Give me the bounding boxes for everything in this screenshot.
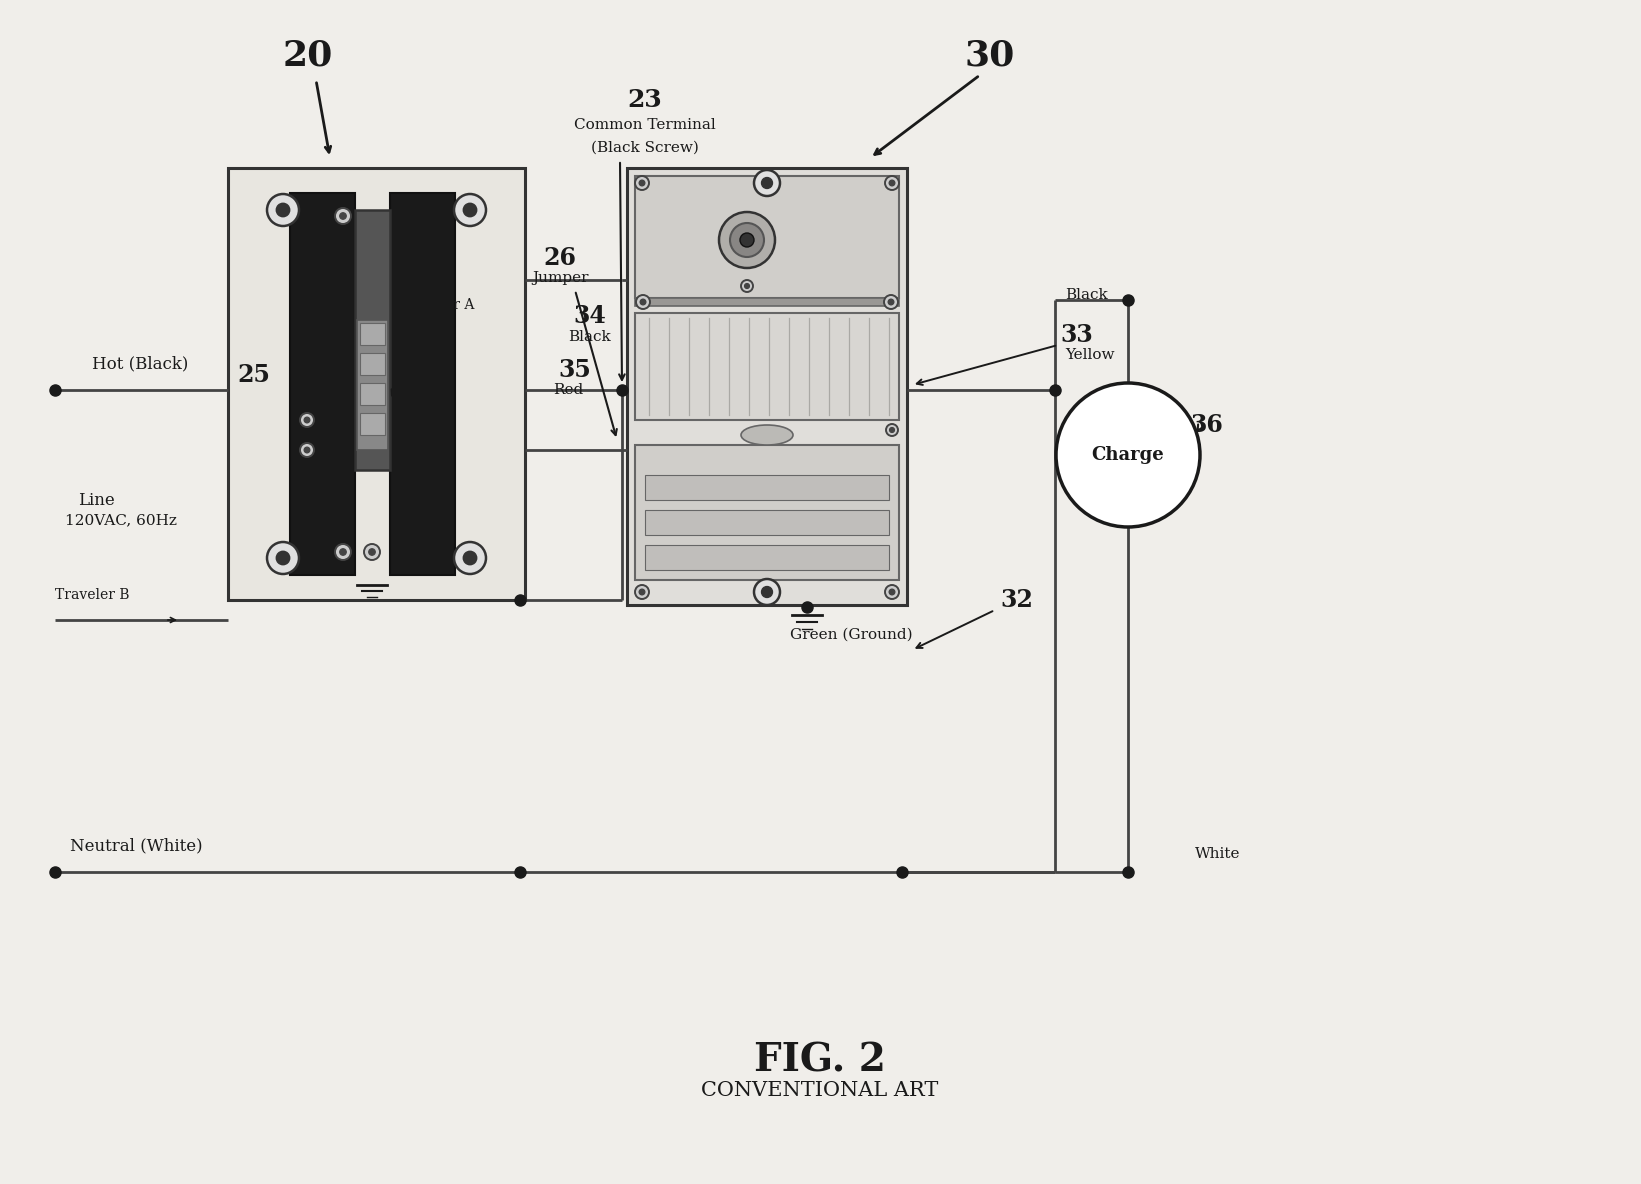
Text: Traveler B: Traveler B xyxy=(56,588,130,601)
Text: Line: Line xyxy=(79,491,115,508)
Circle shape xyxy=(335,543,351,560)
Bar xyxy=(635,445,899,580)
Bar xyxy=(358,320,387,450)
Text: 24: 24 xyxy=(400,311,432,333)
Text: 36: 36 xyxy=(1190,413,1223,437)
Circle shape xyxy=(742,279,753,292)
Bar xyxy=(627,168,907,605)
Circle shape xyxy=(884,295,898,309)
Text: Jumper: Jumper xyxy=(532,271,587,285)
Text: Neutral (White): Neutral (White) xyxy=(71,837,202,854)
Circle shape xyxy=(300,443,313,457)
Circle shape xyxy=(884,176,899,189)
Circle shape xyxy=(640,590,645,594)
Circle shape xyxy=(276,204,290,217)
Bar xyxy=(359,323,386,345)
Circle shape xyxy=(364,543,381,560)
Text: Red: Red xyxy=(553,382,583,397)
Bar xyxy=(354,210,391,470)
Circle shape xyxy=(455,542,486,574)
Bar xyxy=(359,413,386,435)
Text: Common Terminal: Common Terminal xyxy=(574,118,715,131)
Circle shape xyxy=(637,295,650,309)
Circle shape xyxy=(730,223,765,257)
Bar xyxy=(359,382,386,405)
Text: 35: 35 xyxy=(558,358,591,382)
Bar xyxy=(228,168,525,600)
Bar xyxy=(290,193,354,575)
Text: 32: 32 xyxy=(999,588,1032,612)
Circle shape xyxy=(640,180,645,186)
Text: Black: Black xyxy=(1065,288,1108,302)
Circle shape xyxy=(267,194,299,226)
Text: Green: Green xyxy=(405,528,453,542)
Circle shape xyxy=(304,417,310,423)
Text: 30: 30 xyxy=(965,38,1016,72)
Circle shape xyxy=(753,170,779,197)
Text: 23: 23 xyxy=(627,88,663,112)
Ellipse shape xyxy=(742,425,793,445)
Circle shape xyxy=(889,427,894,432)
Circle shape xyxy=(463,552,478,565)
Text: Black: Black xyxy=(569,330,612,345)
Circle shape xyxy=(340,213,346,219)
Circle shape xyxy=(745,284,750,289)
Circle shape xyxy=(888,300,894,304)
Circle shape xyxy=(889,180,894,186)
Text: 33: 33 xyxy=(1060,323,1093,347)
Text: (Black Screw): (Black Screw) xyxy=(591,141,699,155)
Circle shape xyxy=(335,208,351,224)
Circle shape xyxy=(640,300,647,304)
Text: CONVENTIONAL ART: CONVENTIONAL ART xyxy=(701,1081,939,1100)
Circle shape xyxy=(753,579,779,605)
Circle shape xyxy=(455,194,486,226)
Circle shape xyxy=(369,549,376,555)
Bar xyxy=(359,353,386,375)
Circle shape xyxy=(340,549,346,555)
Bar xyxy=(391,193,455,575)
Text: 20: 20 xyxy=(282,38,333,72)
Circle shape xyxy=(463,204,478,217)
Text: Yellow: Yellow xyxy=(1065,348,1114,362)
Circle shape xyxy=(300,413,313,427)
Text: FIG. 2: FIG. 2 xyxy=(755,1041,886,1079)
Text: 120VAC, 60Hz: 120VAC, 60Hz xyxy=(66,513,177,527)
Bar xyxy=(645,545,889,570)
Text: Traveler A: Traveler A xyxy=(400,298,474,313)
Circle shape xyxy=(761,586,773,598)
Text: 26: 26 xyxy=(543,246,576,270)
Bar xyxy=(645,475,889,500)
Text: Green (Ground): Green (Ground) xyxy=(789,628,912,642)
Bar xyxy=(635,298,899,305)
Bar xyxy=(645,510,889,535)
Text: (Ground): (Ground) xyxy=(405,548,476,562)
Circle shape xyxy=(740,233,753,247)
Text: 22: 22 xyxy=(405,498,438,522)
Bar xyxy=(635,176,899,298)
Text: Charge: Charge xyxy=(1091,446,1165,464)
Text: 25: 25 xyxy=(236,363,269,387)
Circle shape xyxy=(889,590,894,594)
Text: 34: 34 xyxy=(574,304,607,328)
Circle shape xyxy=(719,212,775,268)
Circle shape xyxy=(635,585,648,599)
Circle shape xyxy=(276,552,290,565)
Circle shape xyxy=(1057,382,1200,527)
Circle shape xyxy=(635,176,648,189)
Bar xyxy=(635,313,899,420)
Circle shape xyxy=(884,585,899,599)
Circle shape xyxy=(267,542,299,574)
Circle shape xyxy=(761,178,773,188)
Circle shape xyxy=(304,448,310,452)
Text: White: White xyxy=(1195,847,1241,861)
Text: Hot (Black): Hot (Black) xyxy=(92,355,189,372)
Circle shape xyxy=(886,424,898,436)
